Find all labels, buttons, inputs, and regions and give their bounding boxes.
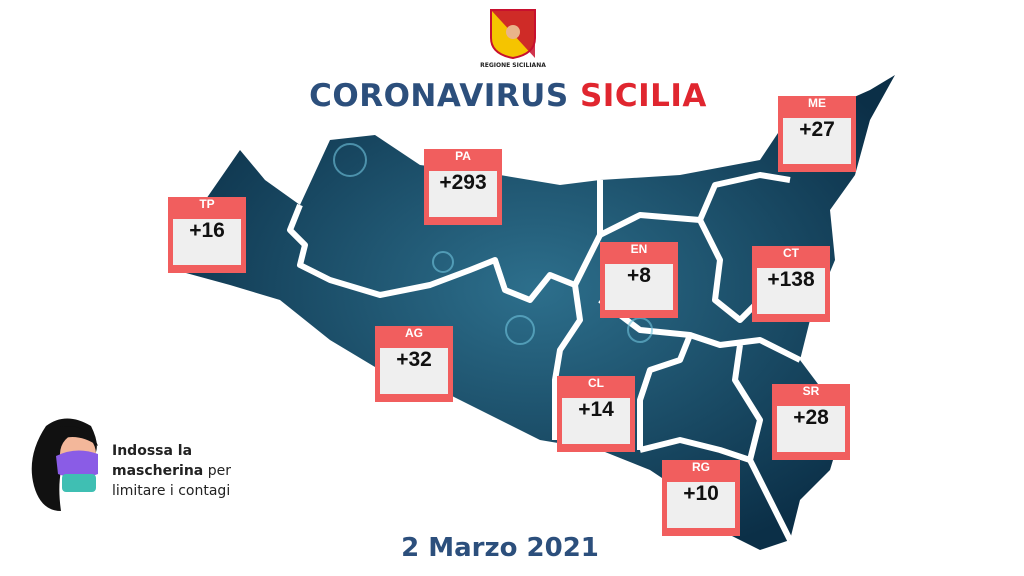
virus-decoration [333,143,653,345]
province-value: +293 [429,171,497,217]
province-value: +27 [783,118,851,164]
province-value: +16 [173,219,241,265]
logo-text: REGIONE SICILIANA [480,62,546,69]
province-card-me: ME +27 [778,96,856,172]
province-code: PA [455,149,471,163]
province-code: TP [199,197,215,211]
province-value: +32 [380,348,448,394]
province-code: SR [802,384,820,398]
mask-advice: Indossa la mascherina per limitare i con… [112,441,231,501]
sicily-shape [175,75,895,550]
province-card-ag: AG +32 [375,326,453,402]
province-value: +8 [605,264,673,310]
province-card-tp: TP +16 [168,197,246,273]
province-card-rg: RG +10 [662,460,740,536]
advice-rest2: limitare i contagi [112,483,231,499]
date-label: 2 Marzo 2021 [401,533,599,563]
province-code: AG [405,326,423,340]
regione-siciliana-logo [490,9,536,60]
province-code: EN [630,242,648,256]
province-card-sr: SR +28 [772,384,850,460]
advice-bold2: mascherina [112,463,204,479]
province-code: CL [588,376,604,390]
province-value: +138 [757,268,825,314]
title-coronavirus: CORONAVIRUS [309,78,569,114]
province-card-ct: CT +138 [752,246,830,322]
page-title: CORONAVIRUS SICILIA [0,78,1020,114]
province-value: +14 [562,398,630,444]
masked-girl-icon [31,418,98,511]
advice-rest1: per [207,463,231,479]
province-code: CT [783,246,799,260]
province-value: +10 [667,482,735,528]
province-code: ME [808,96,826,110]
province-value: +28 [777,406,845,452]
province-card-pa: PA +293 [424,149,502,225]
province-code: RG [692,460,710,474]
advice-bold1: Indossa la [112,443,193,459]
province-borders [287,172,802,542]
title-sicilia: SICILIA [579,78,707,114]
province-card-en: EN +8 [600,242,678,318]
province-card-cl: CL +14 [557,376,635,452]
